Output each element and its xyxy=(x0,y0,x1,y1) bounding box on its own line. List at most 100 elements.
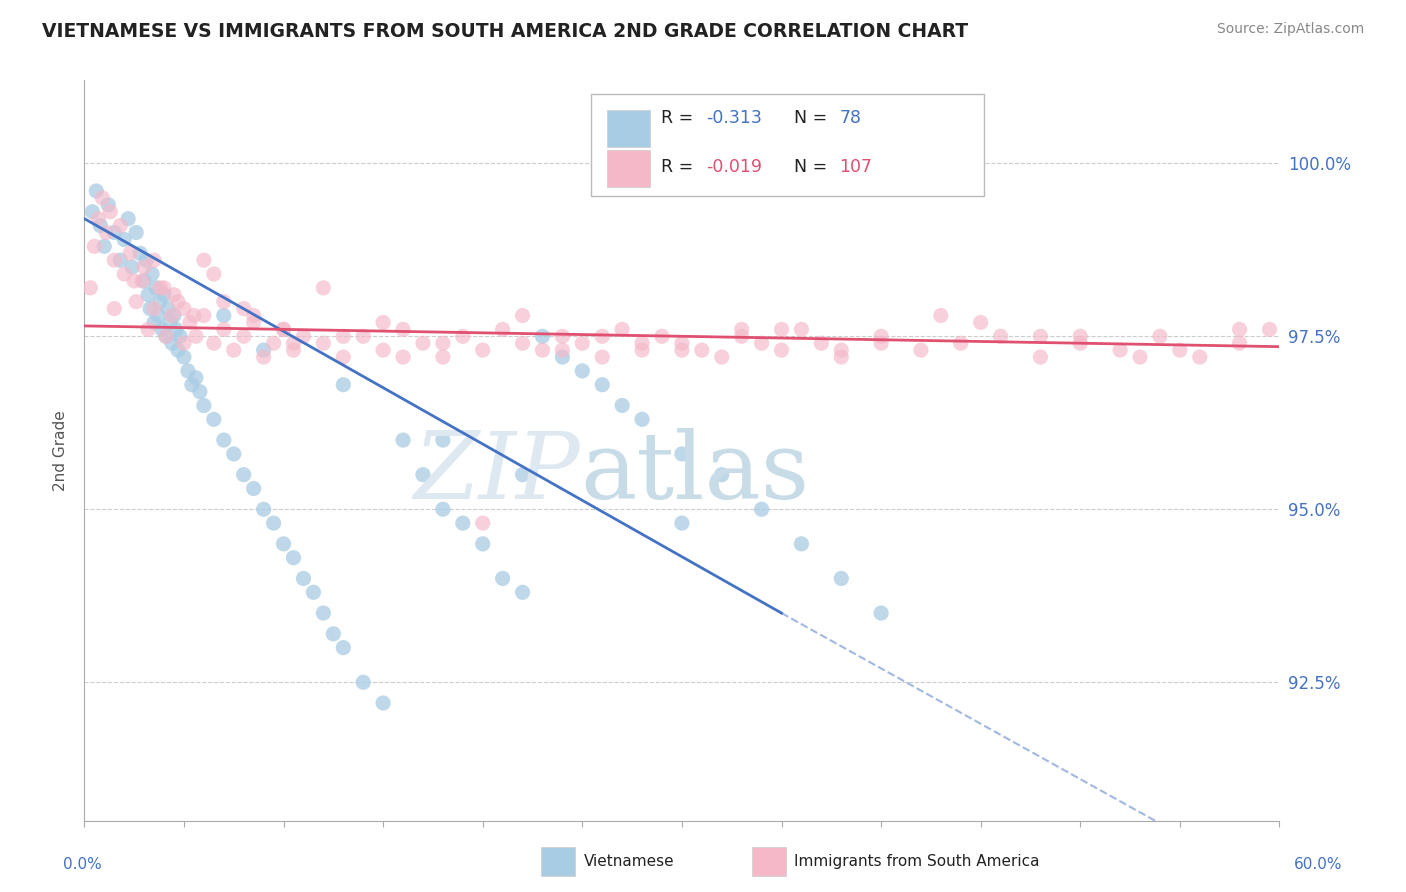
Point xyxy=(242,482,264,496)
Point xyxy=(312,336,335,351)
Point xyxy=(671,336,693,351)
Point xyxy=(145,281,167,295)
Point xyxy=(263,516,285,530)
Point xyxy=(512,585,534,599)
Point xyxy=(551,350,574,364)
Point xyxy=(1029,350,1052,364)
Point xyxy=(112,267,135,281)
Text: N =: N = xyxy=(794,109,834,127)
Point xyxy=(212,322,235,336)
Point xyxy=(492,572,515,586)
Point xyxy=(302,585,325,599)
Point xyxy=(512,336,534,351)
Point xyxy=(121,260,143,274)
Point xyxy=(612,399,634,413)
Point xyxy=(432,502,454,516)
Point xyxy=(273,322,295,336)
Point xyxy=(91,191,114,205)
Point xyxy=(242,315,264,329)
Point xyxy=(143,301,166,316)
Point xyxy=(188,384,211,399)
Point xyxy=(830,343,852,358)
Point xyxy=(910,343,932,358)
Point xyxy=(1229,322,1251,336)
Point xyxy=(253,502,276,516)
Text: -0.313: -0.313 xyxy=(706,109,762,127)
Point xyxy=(631,336,654,351)
Point xyxy=(132,274,156,288)
Point xyxy=(790,537,813,551)
Point xyxy=(571,336,593,351)
Point xyxy=(551,329,574,343)
Text: -0.019: -0.019 xyxy=(706,158,762,176)
Point xyxy=(731,322,754,336)
Point xyxy=(153,281,176,295)
Point xyxy=(184,329,207,343)
Point xyxy=(165,322,187,336)
Text: atlas: atlas xyxy=(581,427,810,517)
Point xyxy=(82,204,104,219)
Point xyxy=(392,433,415,447)
Point xyxy=(332,377,354,392)
Point xyxy=(193,253,215,268)
Point xyxy=(710,467,733,482)
Text: Source: ZipAtlas.com: Source: ZipAtlas.com xyxy=(1216,22,1364,37)
Point xyxy=(202,336,225,351)
Point xyxy=(136,287,159,301)
Point xyxy=(512,309,534,323)
Point xyxy=(136,322,159,336)
Point xyxy=(651,329,673,343)
Point xyxy=(122,274,145,288)
Point xyxy=(232,329,254,343)
Point xyxy=(253,350,276,364)
Point xyxy=(770,343,793,358)
Point xyxy=(141,267,163,281)
Point xyxy=(1149,329,1171,343)
Point xyxy=(571,364,593,378)
Point xyxy=(631,343,654,358)
Point xyxy=(551,343,574,358)
Point xyxy=(332,640,354,655)
Point xyxy=(990,329,1012,343)
Point xyxy=(810,336,832,351)
Point xyxy=(146,309,169,323)
Point xyxy=(242,309,264,323)
Point xyxy=(103,226,125,240)
Point xyxy=(159,315,181,329)
Point xyxy=(929,309,952,323)
Point xyxy=(1258,322,1281,336)
Point xyxy=(112,232,135,246)
Point xyxy=(149,294,172,309)
Point xyxy=(183,309,205,323)
Point xyxy=(173,350,195,364)
Point xyxy=(110,219,132,233)
Point xyxy=(373,696,395,710)
Point xyxy=(949,336,972,351)
Point xyxy=(870,329,893,343)
Point xyxy=(751,502,773,516)
Point xyxy=(222,447,245,461)
Point xyxy=(1229,336,1251,351)
Point xyxy=(129,246,152,260)
Point xyxy=(283,550,305,565)
Point xyxy=(471,343,494,358)
Point xyxy=(97,198,120,212)
Point xyxy=(591,329,613,343)
Point xyxy=(79,281,101,295)
Point xyxy=(135,253,157,268)
Text: 78: 78 xyxy=(839,109,862,127)
Text: VIETNAMESE VS IMMIGRANTS FROM SOUTH AMERICA 2ND GRADE CORRELATION CHART: VIETNAMESE VS IMMIGRANTS FROM SOUTH AMER… xyxy=(42,22,969,41)
Point xyxy=(160,309,183,323)
Point xyxy=(173,336,195,351)
Point xyxy=(153,287,176,301)
Point xyxy=(222,343,245,358)
Point xyxy=(671,343,693,358)
Point xyxy=(631,412,654,426)
Point xyxy=(139,301,162,316)
Point xyxy=(1168,343,1191,358)
Point xyxy=(232,301,254,316)
Point xyxy=(179,315,201,329)
Point xyxy=(332,329,354,343)
Point xyxy=(591,377,613,392)
Point xyxy=(1069,336,1091,351)
